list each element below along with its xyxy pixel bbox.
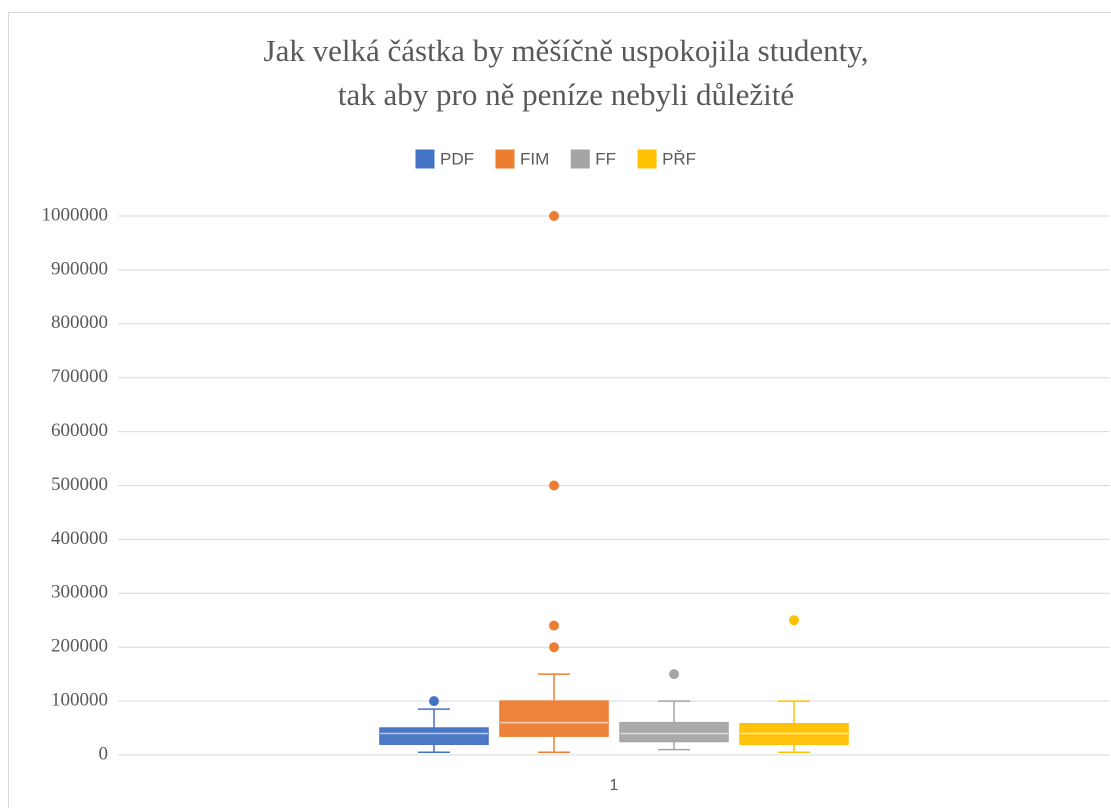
- box: [379, 727, 489, 745]
- outlier: [429, 696, 439, 707]
- legend-swatch: [495, 149, 515, 169]
- legend-swatch: [570, 149, 590, 169]
- legend-label: PŘF: [662, 149, 696, 168]
- y-tick-label: 0: [99, 743, 109, 764]
- y-tick-label: 600000: [51, 420, 108, 441]
- y-tick-label: 1000000: [42, 204, 109, 225]
- chart-title: tak aby pro ně peníze nebyli důležité: [338, 77, 794, 112]
- chart-border: [8, 12, 1111, 808]
- y-tick-label: 700000: [51, 366, 108, 387]
- chart-title: Jak velká částka by měšíčně uspokojila s…: [264, 33, 869, 68]
- y-tick-label: 100000: [51, 689, 108, 710]
- box: [619, 721, 729, 743]
- legend-swatch: [415, 149, 435, 169]
- y-tick-label: 500000: [51, 474, 108, 495]
- y-tick-label: 900000: [51, 258, 108, 279]
- y-tick-label: 400000: [51, 528, 108, 549]
- box: [499, 700, 609, 737]
- outlier: [549, 642, 559, 653]
- outlier: [789, 615, 799, 626]
- legend-label: FF: [595, 149, 616, 168]
- outlier: [549, 620, 559, 631]
- outlier: [549, 211, 559, 221]
- outlier: [669, 669, 679, 680]
- y-tick-label: 300000: [51, 582, 108, 603]
- outlier: [549, 480, 559, 491]
- y-tick-label: 800000: [51, 312, 108, 333]
- y-tick-label: 200000: [51, 636, 108, 657]
- legend-swatch: [637, 149, 657, 169]
- legend-label: FIM: [520, 149, 549, 168]
- x-tick-label: 1: [610, 777, 619, 794]
- legend-label: PDF: [440, 149, 474, 168]
